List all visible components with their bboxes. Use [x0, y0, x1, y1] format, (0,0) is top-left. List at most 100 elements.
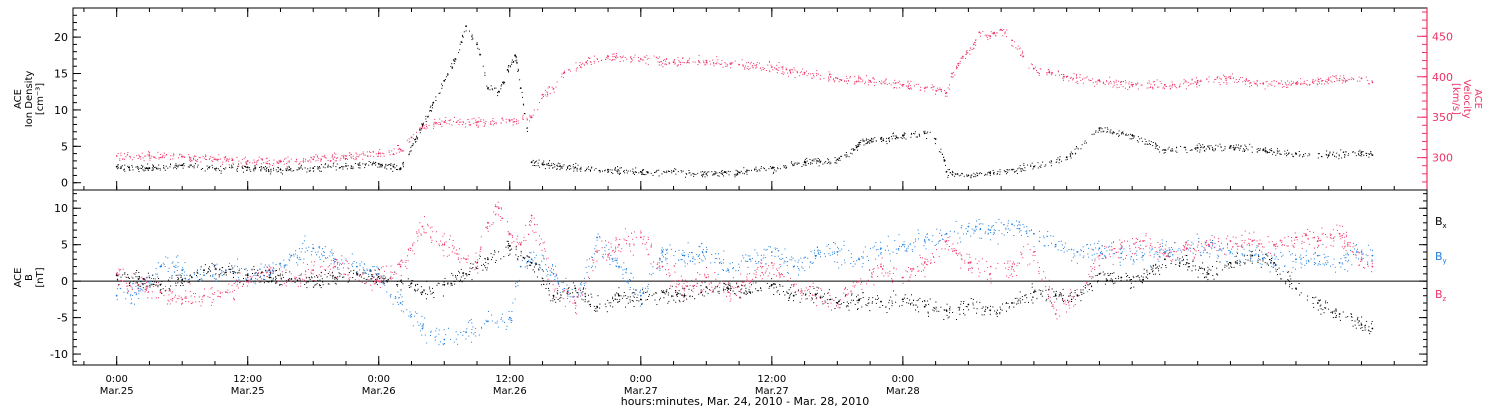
- bz-dot: [643, 239, 644, 240]
- by-dot: [245, 278, 246, 279]
- velocity-dot: [1367, 80, 1368, 81]
- by-dot: [1368, 245, 1369, 246]
- by-dot: [1228, 250, 1229, 251]
- by-dot: [321, 254, 322, 255]
- by-dot: [1050, 235, 1051, 236]
- bz-dot: [370, 285, 371, 286]
- velocity-dot: [529, 115, 530, 116]
- bz-point: [378, 280, 380, 282]
- density-dot: [546, 164, 547, 165]
- density-dot: [477, 48, 478, 49]
- by-dot: [1295, 262, 1296, 263]
- velocity-dot: [1217, 78, 1218, 79]
- by-dot: [945, 234, 946, 235]
- bz-dot: [119, 270, 120, 271]
- density-dot: [515, 60, 516, 61]
- velocity-dot: [450, 120, 451, 121]
- density-dot: [1309, 153, 1310, 154]
- velocity-dot: [478, 127, 479, 128]
- velocity-dot: [124, 159, 125, 160]
- bz-dot: [838, 307, 839, 308]
- by-dot: [450, 339, 451, 340]
- density-dot: [666, 171, 667, 172]
- velocity-dot: [1183, 83, 1184, 84]
- velocity-dot: [620, 61, 621, 62]
- density-dot: [451, 63, 452, 64]
- by-dot: [237, 284, 238, 285]
- bz-dot: [1165, 249, 1166, 250]
- velocity-dot: [1103, 83, 1104, 84]
- bz-dot: [1017, 263, 1018, 264]
- density-point: [520, 87, 522, 89]
- bottom-y-tick-label: 10: [54, 202, 68, 215]
- density-dot: [490, 89, 491, 90]
- density-point: [312, 167, 314, 169]
- velocity-dot: [355, 157, 356, 158]
- density-dot: [154, 167, 155, 168]
- velocity-dot: [584, 65, 585, 66]
- density-dot: [751, 170, 752, 171]
- velocity-dot: [1015, 47, 1016, 48]
- density-dot: [950, 172, 951, 173]
- by-dot: [1044, 237, 1045, 238]
- by-dot: [323, 261, 324, 262]
- density-dot: [495, 88, 496, 89]
- by-point: [465, 331, 467, 333]
- bz-dot: [333, 268, 334, 269]
- velocity-dot: [256, 162, 257, 163]
- density-dot: [325, 164, 326, 165]
- density-dot: [1339, 154, 1340, 155]
- velocity-dot: [813, 75, 814, 76]
- bz-point: [1099, 255, 1101, 257]
- velocity-dot: [289, 162, 290, 163]
- by-dot: [662, 247, 663, 248]
- by-dot: [130, 294, 131, 295]
- density-dot: [548, 165, 549, 166]
- density-dot: [955, 174, 956, 175]
- by-dot: [436, 328, 437, 329]
- by-dot: [881, 254, 882, 255]
- by-dot: [1250, 259, 1251, 260]
- by-dot: [422, 326, 423, 327]
- density-dot: [1235, 147, 1236, 148]
- velocity-dot: [345, 158, 346, 159]
- velocity-dot: [1109, 77, 1110, 78]
- bz-dot: [374, 283, 375, 284]
- velocity-dot: [241, 163, 242, 164]
- by-dot: [1314, 258, 1315, 259]
- by-dot: [303, 262, 304, 263]
- by-dot: [798, 274, 799, 275]
- by-dot: [688, 256, 689, 257]
- by-dot: [853, 261, 854, 262]
- velocity-dot: [516, 123, 517, 124]
- density-dot: [145, 170, 146, 171]
- velocity-dot: [1019, 48, 1020, 49]
- velocity-dot: [205, 154, 206, 155]
- density-dot: [1180, 146, 1181, 147]
- by-dot: [1344, 257, 1345, 258]
- density-dot: [559, 166, 560, 167]
- by-dot: [221, 270, 222, 271]
- density-dot: [148, 170, 149, 171]
- density-dot: [472, 38, 473, 39]
- density-dot: [587, 168, 588, 169]
- density-dot: [1215, 145, 1216, 146]
- velocity-dot: [1331, 82, 1332, 83]
- density-dot: [164, 168, 165, 169]
- bz-dot: [442, 244, 443, 245]
- density-dot: [1369, 154, 1370, 155]
- velocity-dot: [1343, 81, 1344, 82]
- by-dot: [1260, 263, 1261, 264]
- density-dot: [1039, 166, 1040, 167]
- bz-dot: [1259, 243, 1260, 244]
- by-dot: [587, 272, 588, 273]
- density-dot: [395, 167, 396, 168]
- density-dot: [270, 173, 271, 174]
- density-dot: [786, 167, 787, 168]
- velocity-dot: [868, 80, 869, 81]
- velocity-dot: [970, 47, 971, 48]
- by-dot: [127, 292, 128, 293]
- velocity-dot: [295, 161, 296, 162]
- by-dot: [834, 253, 835, 254]
- by-dot: [979, 224, 980, 225]
